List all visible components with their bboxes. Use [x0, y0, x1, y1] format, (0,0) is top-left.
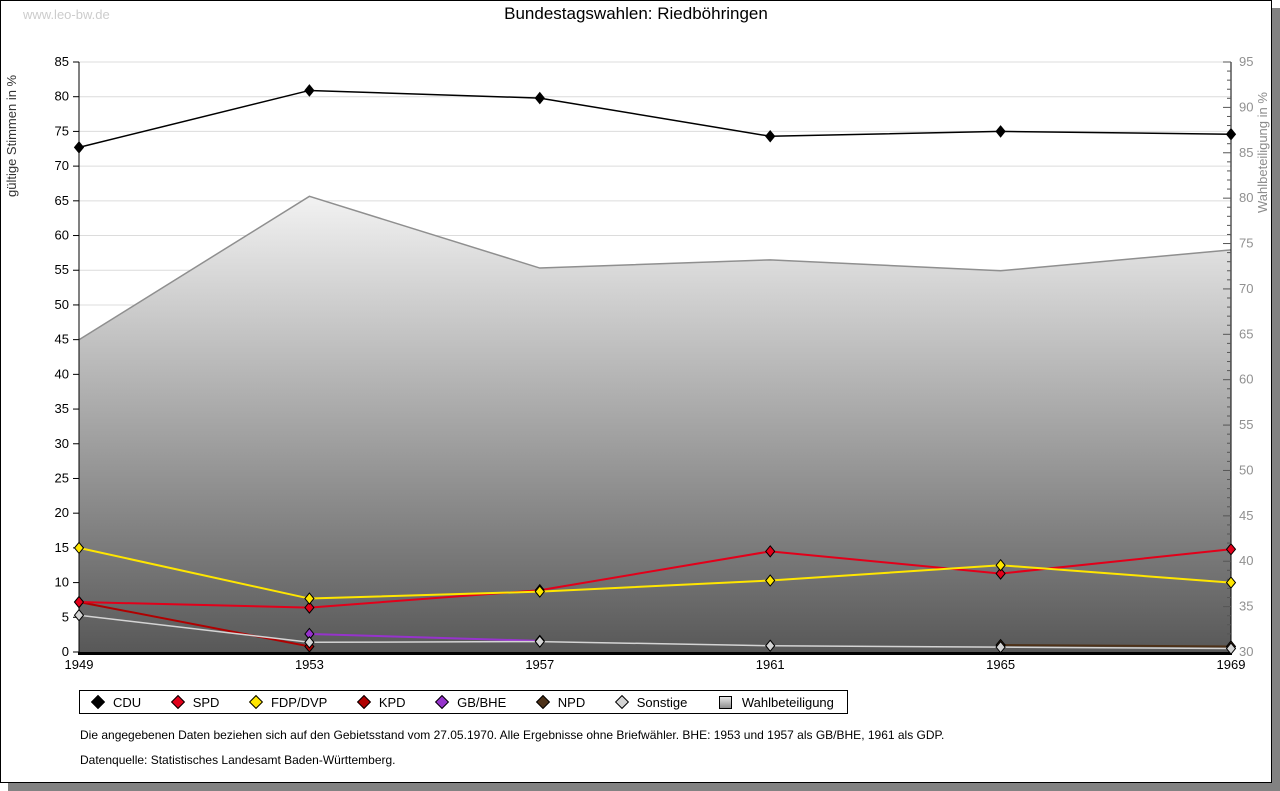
svg-text:65: 65 [1239, 326, 1253, 341]
page-title: Bundestagswahlen: Riedböhringen [504, 4, 768, 23]
svg-text:70: 70 [1239, 281, 1253, 296]
svg-text:55: 55 [1239, 417, 1253, 432]
legend-square-icon [718, 695, 732, 709]
svg-text:45: 45 [1239, 508, 1253, 523]
footnote: Die angegebenen Daten beziehen sich auf … [80, 728, 945, 742]
svg-text:1957: 1957 [525, 657, 554, 672]
svg-text:55: 55 [55, 262, 69, 277]
election-chart: 0 5 10 15 20 25 30 35 40 45 50 55 60 65 70 75 80 85 30 35 40… [4, 54, 1270, 672]
legend-label: FDP/DVP [270, 694, 328, 710]
legend-item-spd: SPD [170, 694, 220, 710]
svg-text:0: 0 [62, 644, 69, 659]
legend-diamond-icon [170, 694, 185, 710]
legend-diamond-icon [535, 694, 550, 710]
svg-text:30: 30 [1239, 644, 1253, 659]
legend-label: Wahlbeteiligung [741, 694, 834, 710]
legend-label: KPD [378, 694, 406, 710]
chart-legend: CDU SPD FDP/DVP KPD GB/BHE NPD Sonstige Wahlbet… [79, 690, 848, 714]
svg-text:20: 20 [55, 505, 69, 520]
legend-label: CDU [113, 694, 142, 710]
svg-text:60: 60 [1239, 372, 1253, 387]
svg-text:25: 25 [55, 470, 69, 485]
watermark: www.leo-bw.de [23, 7, 110, 22]
svg-text:15: 15 [55, 540, 69, 555]
legend-item-fdp-dvp: FDP/DVP [248, 694, 328, 710]
legend-item-gb-bhe: GB/BHE [435, 694, 507, 710]
svg-text:10: 10 [55, 575, 69, 590]
svg-text:1949: 1949 [65, 657, 94, 672]
legend-label: Sonstige [636, 694, 688, 710]
y-axis-right-label: Wahlbeteiligung in % [1255, 92, 1270, 213]
legend-item-wahlbeteiligung: Wahlbeteiligung [718, 694, 834, 710]
svg-text:1953: 1953 [295, 657, 324, 672]
legend-diamond-icon [435, 694, 450, 710]
svg-text:40: 40 [55, 366, 69, 381]
svg-text:45: 45 [55, 332, 69, 347]
svg-text:40: 40 [1239, 553, 1253, 568]
legend-item-npd: NPD [535, 694, 586, 710]
legend-diamond-icon [614, 694, 629, 710]
legend-label: GB/BHE [457, 694, 507, 710]
svg-text:80: 80 [55, 89, 69, 104]
legend-label: SPD [192, 694, 220, 710]
svg-text:1961: 1961 [756, 657, 785, 672]
svg-text:5: 5 [62, 609, 69, 624]
svg-text:30: 30 [55, 436, 69, 451]
svg-text:70: 70 [55, 158, 69, 173]
svg-text:35: 35 [55, 401, 69, 416]
svg-text:90: 90 [1239, 99, 1253, 114]
legend-diamond-icon [248, 694, 264, 710]
legend-item-sonstige: Sonstige [614, 694, 688, 710]
legend-diamond-icon [90, 694, 106, 710]
legend-diamond-icon [356, 694, 371, 710]
svg-text:85: 85 [55, 54, 69, 69]
legend-item-cdu: CDU [90, 694, 142, 710]
data-source: Datenquelle: Statistisches Landesamt Bad… [80, 753, 396, 767]
svg-text:50: 50 [1239, 462, 1253, 477]
legend-label: NPD [557, 694, 586, 710]
svg-text:1969: 1969 [1217, 657, 1246, 672]
svg-text:85: 85 [1239, 145, 1253, 160]
svg-text:95: 95 [1239, 54, 1253, 69]
svg-text:75: 75 [1239, 236, 1253, 251]
svg-text:50: 50 [55, 297, 69, 312]
legend-item-kpd: KPD [356, 694, 406, 710]
svg-text:35: 35 [1239, 599, 1253, 614]
svg-text:1965: 1965 [986, 657, 1015, 672]
y-axis-left-label: gültige Stimmen in % [4, 74, 19, 197]
svg-text:75: 75 [55, 123, 69, 138]
svg-text:60: 60 [55, 228, 69, 243]
svg-text:80: 80 [1239, 190, 1253, 205]
svg-text:65: 65 [55, 193, 69, 208]
